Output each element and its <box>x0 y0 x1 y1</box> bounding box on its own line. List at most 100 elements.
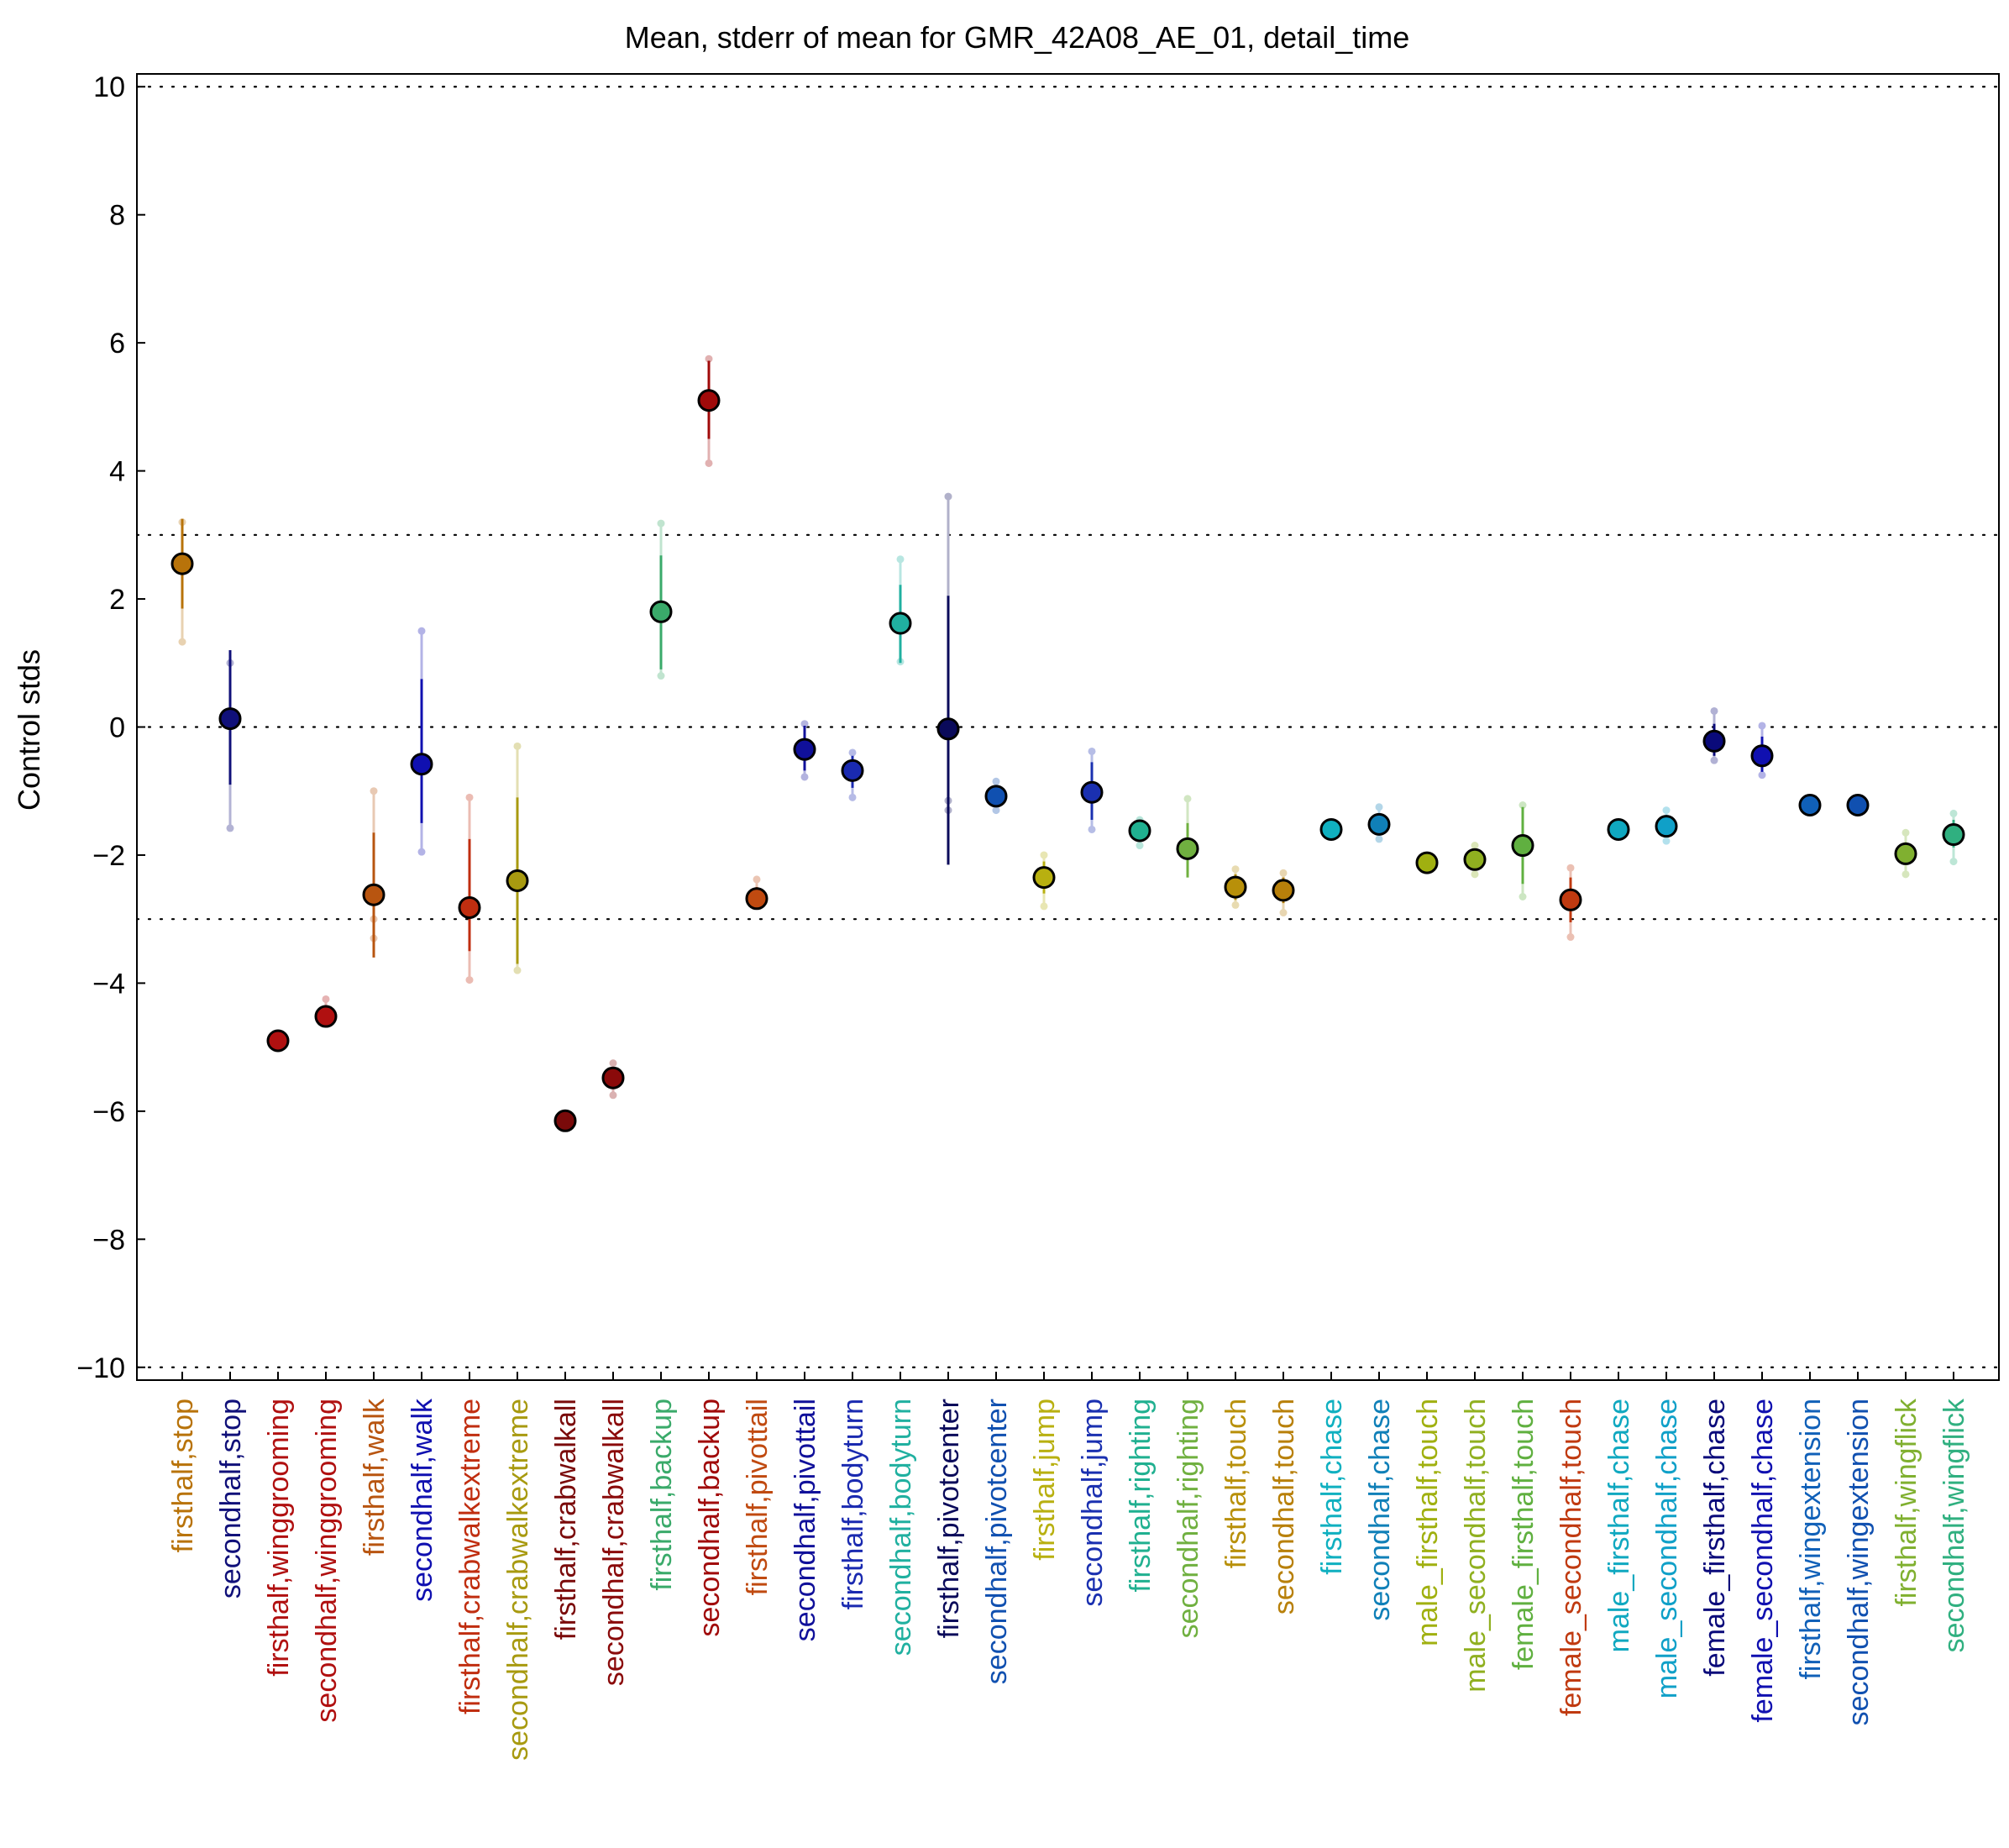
extra-point <box>1566 864 1575 872</box>
extra-point <box>1040 851 1048 859</box>
extra-point <box>465 976 474 984</box>
x-axis-tick-labels: firsthalf,stop secondhalf,stop firsthalf,w… <box>167 1372 1970 1761</box>
extra-point <box>1662 806 1671 815</box>
extra-point <box>1040 902 1048 911</box>
extra-point <box>609 1091 617 1100</box>
x-tick-label: secondhalf,touch <box>1268 1399 1300 1614</box>
mean-point <box>889 612 912 635</box>
y-tick-label: 8 <box>109 200 125 232</box>
y-tick-label: −4 <box>92 968 125 1000</box>
y-tick-label: 4 <box>109 456 125 488</box>
x-tick-label: firsthalf,touch <box>1220 1399 1252 1568</box>
extra-point <box>178 638 186 646</box>
x-tick-label: male_firsthalf,touch <box>1412 1399 1444 1646</box>
x-tick-label: female_secondhalf,touch <box>1555 1399 1587 1716</box>
y-axis-ticks: −10 −8 −6 −4 −2 0 2 4 6 8 10 <box>76 71 145 1384</box>
x-tick-label: secondhalf,bodyturn <box>885 1399 917 1656</box>
extra-point <box>1231 865 1240 874</box>
x-tick-label: secondhalf,jump <box>1077 1399 1109 1607</box>
mean-point <box>1511 834 1534 858</box>
extra-point <box>848 793 857 801</box>
mean-point <box>984 785 1008 808</box>
x-tick-label: firsthalf,chase <box>1316 1399 1348 1575</box>
extra-point <box>370 787 378 795</box>
mean-point <box>697 389 721 412</box>
x-tick-label: secondhalf,pivottail <box>789 1399 821 1641</box>
x-tick-label: firsthalf,backup <box>646 1399 678 1591</box>
extra-point <box>1471 842 1479 850</box>
extra-point <box>465 793 474 801</box>
mean-point <box>841 759 864 782</box>
x-tick-label: secondhalf,winggrooming <box>311 1399 343 1723</box>
mean-point <box>1750 744 1774 768</box>
x-tick-label: secondhalf,crabwalkall <box>598 1399 630 1686</box>
extra-point <box>848 748 857 757</box>
x-tick-label: male_secondhalf,chase <box>1651 1399 1683 1698</box>
mean-point <box>1224 875 1247 899</box>
extra-point <box>322 995 330 1003</box>
extra-point <box>705 354 713 363</box>
y-tick-label: −8 <box>92 1224 125 1256</box>
extra-point <box>1901 870 1910 879</box>
x-tick-label: female_firsthalf,chase <box>1699 1399 1731 1677</box>
mean-point <box>506 869 529 892</box>
extra-point <box>1758 722 1766 730</box>
mean-point <box>553 1109 577 1132</box>
y-tick-label: 6 <box>109 328 125 360</box>
extra-point <box>944 492 952 501</box>
extra-point <box>1375 835 1383 843</box>
extra-point <box>1710 706 1718 715</box>
mean-point <box>1463 848 1487 871</box>
reference-lines <box>135 86 2001 1368</box>
x-tick-label: male_firsthalf,chase <box>1603 1399 1635 1652</box>
extra-point <box>753 875 761 884</box>
extra-point <box>609 1059 617 1068</box>
y-tick-label: −6 <box>92 1096 125 1128</box>
x-tick-label: secondhalf,walk <box>407 1398 438 1602</box>
extra-point <box>1279 869 1288 877</box>
extra-point <box>226 824 234 832</box>
mean-point <box>1702 729 1726 753</box>
extra-point <box>705 459 713 467</box>
mean-point <box>1319 817 1343 841</box>
x-tick-label: female_firsthalf,touch <box>1508 1399 1540 1670</box>
x-tick-label: firsthalf,stop <box>167 1399 199 1552</box>
extra-point <box>513 966 522 974</box>
x-tick-label: secondhalf,backup <box>694 1399 726 1637</box>
extra-point <box>992 777 1000 785</box>
x-tick-label: secondhalf,pivotcenter <box>981 1399 1013 1684</box>
extra-point <box>1758 771 1766 780</box>
extra-point <box>1231 900 1240 909</box>
x-tick-label: firsthalf,bodyturn <box>837 1399 869 1609</box>
x-tick-label: secondhalf,crabwalkextreme <box>502 1399 534 1761</box>
x-tick-label: firsthalf,wingflick <box>1891 1398 1922 1607</box>
mean-point <box>745 887 768 911</box>
mean-point <box>410 753 433 776</box>
x-tick-label: secondhalf,stop <box>215 1399 247 1599</box>
chart-title: Mean, stderr of mean for GMR_42A08_AE_01… <box>625 20 1410 55</box>
extra-point <box>657 672 665 680</box>
extra-point <box>657 519 665 528</box>
mean-point <box>1846 793 1870 816</box>
y-tick-label: −10 <box>76 1352 125 1384</box>
x-tick-label: firsthalf,wingextension <box>1795 1399 1827 1680</box>
mean-point <box>218 707 242 731</box>
mean-point <box>936 717 960 741</box>
mean-point <box>458 895 481 919</box>
extra-point <box>800 720 809 728</box>
mean-point <box>1032 866 1056 890</box>
extra-point <box>1519 892 1527 900</box>
x-tick-label: secondhalf,chase <box>1364 1399 1396 1621</box>
extra-point <box>896 555 905 564</box>
mean-point <box>649 600 673 623</box>
extra-point <box>1279 909 1288 917</box>
mean-point <box>266 1029 290 1053</box>
extra-point <box>1471 870 1479 879</box>
x-tick-label: firsthalf,pivotcenter <box>933 1399 965 1638</box>
y-tick-label: −2 <box>92 840 125 872</box>
mean-point <box>1080 780 1104 804</box>
mean-point <box>362 883 386 906</box>
y-tick-label: 0 <box>109 712 125 744</box>
mean-point <box>1798 793 1822 816</box>
